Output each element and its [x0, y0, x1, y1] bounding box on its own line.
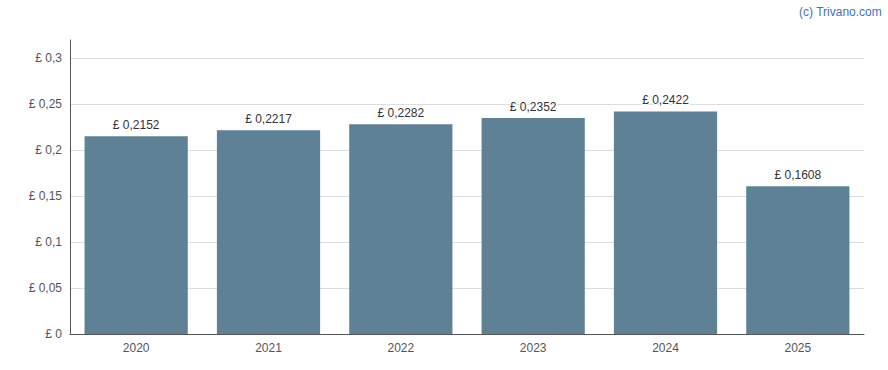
svg-text:£ 0,3: £ 0,3: [35, 51, 62, 65]
svg-text:£ 0,1: £ 0,1: [35, 235, 62, 249]
svg-text:£ 0: £ 0: [45, 327, 62, 341]
svg-text:(c) Trivano.com: (c) Trivano.com: [799, 5, 882, 19]
svg-text:£ 0,2352: £ 0,2352: [510, 100, 557, 114]
svg-text:£ 0,1608: £ 0,1608: [774, 168, 821, 182]
svg-text:2020: 2020: [123, 341, 150, 355]
svg-text:£ 0,15: £ 0,15: [29, 189, 63, 203]
svg-text:£ 0,05: £ 0,05: [29, 281, 63, 295]
svg-text:£ 0,25: £ 0,25: [29, 97, 63, 111]
svg-text:2025: 2025: [784, 341, 811, 355]
svg-text:2024: 2024: [652, 341, 679, 355]
svg-text:2022: 2022: [387, 341, 414, 355]
svg-text:2021: 2021: [255, 341, 282, 355]
svg-text:£ 0,2282: £ 0,2282: [377, 106, 424, 120]
svg-text:2023: 2023: [520, 341, 547, 355]
svg-text:£ 0,2217: £ 0,2217: [245, 112, 292, 126]
svg-text:£ 0,2: £ 0,2: [35, 143, 62, 157]
svg-text:£ 0,2152: £ 0,2152: [113, 118, 160, 132]
svg-text:£ 0,2422: £ 0,2422: [642, 93, 689, 107]
